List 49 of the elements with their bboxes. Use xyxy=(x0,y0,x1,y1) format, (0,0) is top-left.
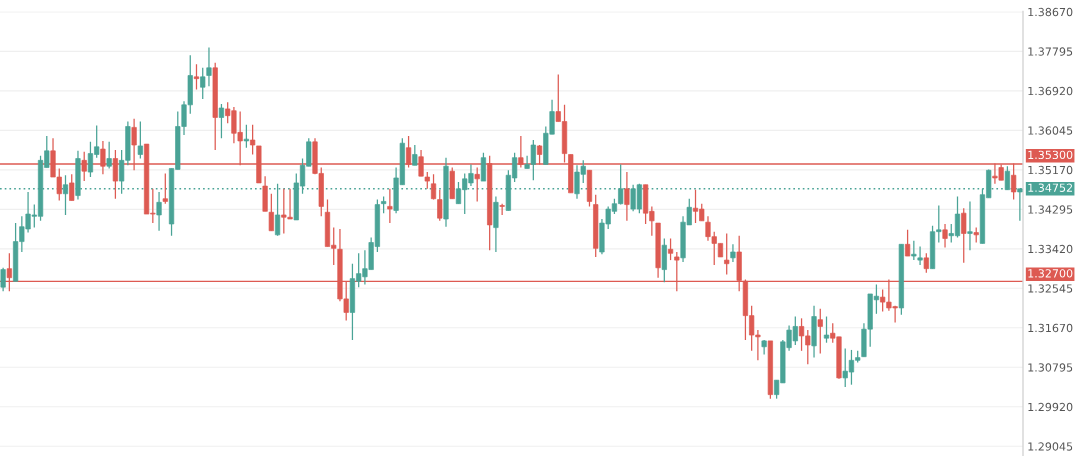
y-tick-label: 1.38670 xyxy=(1028,7,1073,17)
y-tick-label: 1.32545 xyxy=(1028,284,1073,293)
candlestick xyxy=(0,267,6,292)
candlestick xyxy=(268,193,274,232)
y-tick-label: 1.29920 xyxy=(1028,402,1073,412)
candlestick xyxy=(967,200,973,251)
candlestick xyxy=(905,229,911,257)
candlestick xyxy=(923,252,929,274)
candlestick xyxy=(823,315,830,344)
y-tick-label: 1.33420 xyxy=(1028,244,1073,254)
y-tick-label: 1.34295 xyxy=(1028,205,1073,214)
candlestick xyxy=(200,67,206,100)
candlestick xyxy=(387,188,393,224)
candlestick xyxy=(961,207,967,264)
candlestick xyxy=(193,63,200,91)
candlestick xyxy=(499,203,505,216)
y-tick-label: 1.29045 xyxy=(1028,442,1073,451)
candlestick xyxy=(437,189,443,222)
ref-line-label: 1.32700 xyxy=(1028,269,1073,278)
y-tick-label: 1.30795 xyxy=(1028,363,1073,372)
candlestick xyxy=(106,141,112,170)
candlestick xyxy=(1004,165,1010,191)
candlestick xyxy=(69,173,75,202)
y-tick-label: 1.36045 xyxy=(1028,126,1073,135)
candlestick xyxy=(667,237,674,261)
candlestick xyxy=(156,191,162,232)
candlestick xyxy=(474,166,480,203)
y-tick-label: 1.31670 xyxy=(1028,323,1073,333)
candlestick xyxy=(1017,188,1023,222)
candlestick xyxy=(480,152,487,182)
candlestick xyxy=(817,308,823,355)
y-tick-label: 1.36920 xyxy=(1028,86,1073,96)
candlestick xyxy=(724,232,730,276)
ref-line-label: 1.35300 xyxy=(1028,150,1073,160)
candlestick xyxy=(917,245,923,266)
candlestick xyxy=(162,172,168,205)
candlestick xyxy=(730,243,736,263)
candlestick xyxy=(137,120,143,160)
candlestick xyxy=(911,240,917,261)
candlestick xyxy=(624,171,630,222)
ref-line-label: 1.34752 xyxy=(1028,183,1072,192)
candlestick xyxy=(942,223,948,249)
candlestick xyxy=(430,173,437,201)
candlestick xyxy=(206,46,212,87)
candlestick xyxy=(243,124,249,149)
y-tick-label: 1.35170 xyxy=(1028,165,1073,175)
candlestick xyxy=(218,103,225,139)
y-tick-label: 1.37795 xyxy=(1028,47,1073,56)
candlestick xyxy=(412,144,418,166)
